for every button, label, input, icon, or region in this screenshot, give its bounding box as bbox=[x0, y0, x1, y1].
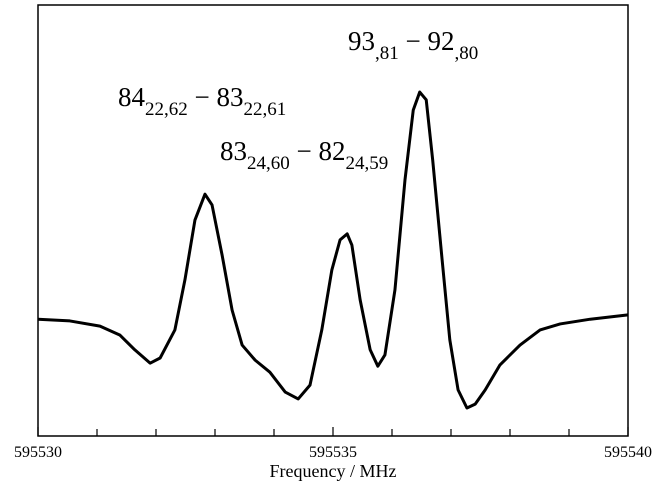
annotation: 8422,62 − 8322,61 bbox=[118, 82, 286, 120]
annotation: 8324,60 − 8224,59 bbox=[220, 136, 388, 174]
annotation-subscript: 22,61 bbox=[243, 99, 286, 120]
spectrum-line bbox=[37, 90, 629, 410]
annotation-text: − 92 bbox=[399, 26, 455, 56]
annotation-subscript: 24,59 bbox=[345, 153, 388, 174]
annotation-text: 93 bbox=[348, 26, 375, 56]
annotation-subscript: 24,60 bbox=[247, 153, 290, 174]
annotation-text: 83 bbox=[220, 136, 247, 166]
x-tick-label: 595530 bbox=[14, 444, 62, 461]
annotation: 93,81 − 92,80 bbox=[348, 26, 478, 64]
annotation-subscript: ,81 bbox=[375, 43, 399, 64]
x-tick-label: 595535 bbox=[309, 444, 357, 461]
x-axis-label: Frequency / MHz bbox=[270, 461, 397, 481]
plot-frame bbox=[37, 4, 629, 437]
annotation-subscript: ,80 bbox=[454, 43, 478, 64]
annotation-text: − 83 bbox=[188, 82, 244, 112]
x-tick-label: 595540 bbox=[604, 444, 652, 461]
annotation-text: − 82 bbox=[290, 136, 346, 166]
annotation-text: 84 bbox=[118, 82, 146, 112]
annotation-subscript: 22,62 bbox=[145, 99, 188, 120]
